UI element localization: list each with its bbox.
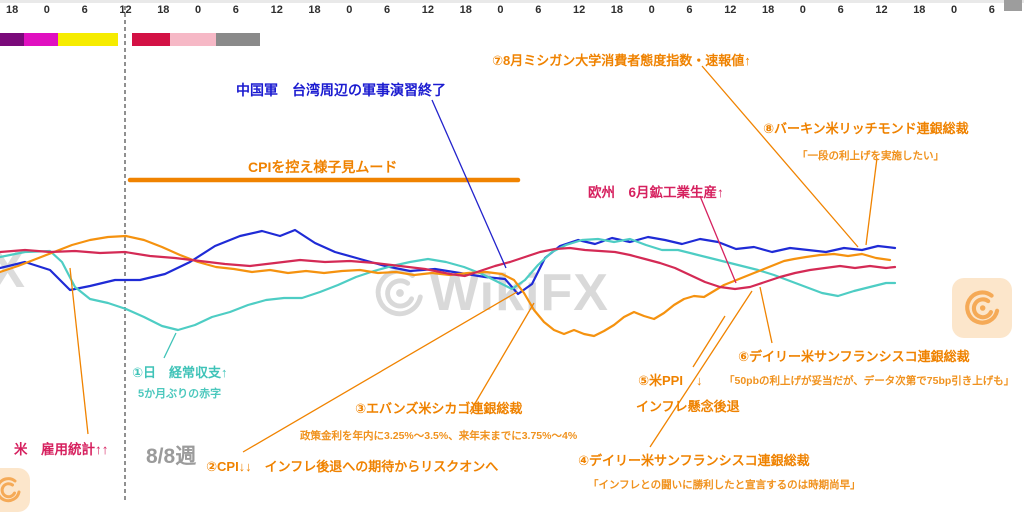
time-tick: 12	[119, 4, 132, 16]
time-tick: 12	[270, 4, 283, 16]
lion-logo-icon	[960, 286, 1004, 330]
time-tick: 0	[195, 4, 202, 16]
legend-block	[58, 33, 118, 46]
annotation-barkin-quote: 「一段の利上げを実施したい」	[797, 150, 944, 162]
time-tick: 0	[951, 4, 958, 16]
time-tick: 18	[308, 4, 321, 16]
legend-block	[170, 33, 216, 46]
series-crimson	[0, 246, 897, 291]
leader-line	[865, 157, 878, 246]
legend-block	[132, 33, 170, 46]
annotation-japan-balance-sub: 5か月ぶりの赤字	[138, 388, 222, 400]
time-tick: 6	[535, 4, 542, 16]
annotation-daly-1-quote: 「インフレとの闘いに勝利したと宣言するのは時期尚早」	[588, 479, 861, 491]
time-tick: 6	[988, 4, 995, 16]
time-tick: 6	[384, 4, 391, 16]
leader-line	[469, 302, 535, 413]
session-legend	[0, 33, 260, 46]
leader-line	[692, 315, 726, 368]
time-tick: 6	[837, 4, 844, 16]
time-tick: 0	[497, 4, 504, 16]
top-strip	[0, 0, 1024, 3]
leader-line	[759, 286, 773, 344]
time-tick: 12	[875, 4, 888, 16]
time-tick: 6	[81, 4, 88, 16]
leader-line	[649, 290, 753, 448]
annotation-cpi-drop: ②CPI↓↓ インフレ後退への期待からリスクオンへ	[206, 459, 499, 474]
legend-block	[24, 33, 58, 46]
time-tick: 12	[573, 4, 586, 16]
annotation-daly-2-quote: 「50pbの利上げが妥当だが、データ次第で75bp引き上げも」	[724, 375, 1015, 387]
time-tick: 6	[232, 4, 239, 16]
annotation-evans: ③エバンズ米シカゴ連銀総裁	[355, 401, 523, 416]
legend-block	[216, 33, 260, 46]
time-tick: 18	[459, 4, 472, 16]
corner-box	[1004, 0, 1022, 11]
annotation-cpi-mood: CPIを控え様子見ムード	[248, 159, 398, 175]
annotation-evans-sub: 政策金利を年内に3.25%～3.5%、来年末までに3.75%～4%	[300, 430, 578, 442]
time-tick: 18	[6, 4, 19, 16]
lion-logo-icon	[0, 474, 24, 506]
time-tick: 12	[421, 4, 435, 16]
time-tick: 12	[724, 4, 737, 16]
leader-line	[699, 195, 737, 284]
time-tick: 18	[157, 4, 170, 16]
leader-line	[163, 332, 177, 359]
series-orange	[0, 234, 892, 338]
legend-block	[0, 33, 24, 46]
time-tick: 0	[43, 4, 50, 16]
annotation-us-ppi: ⑤米PPI ↓	[638, 373, 703, 388]
time-tick: 0	[648, 4, 655, 16]
chart-series-group	[0, 228, 897, 338]
time-tick: 6	[686, 4, 693, 16]
time-axis: 18 0 6 12 18 0 6 12 18 0 6 12 18 0 6 12 18 0 6 12 18 0 6 12 18 0 6	[0, 4, 1024, 20]
annotation-us-ppi-sub: インフレ懸念後退	[636, 399, 740, 414]
leader-line	[701, 65, 859, 248]
time-tick: 18	[610, 4, 624, 16]
time-tick: 18	[762, 4, 775, 16]
annotation-michigan-index: ⑦8月ミシガン大学消費者態度指数・速報値↑	[492, 53, 751, 68]
leader-line	[242, 291, 518, 453]
annotation-china-military: 中国軍 台湾周辺の軍事演習終了	[236, 82, 446, 98]
annotation-barkin: ⑧バーキン米リッチモンド連銀総裁	[763, 121, 969, 136]
annotation-daly-1: ④デイリー米サンフランシスコ連銀総裁	[578, 453, 810, 468]
time-tick: 0	[799, 4, 806, 16]
week-label: 8/8週	[146, 445, 197, 468]
annotation-europe-production: 欧州 6月鉱工業生産↑	[588, 185, 724, 200]
leader-line	[431, 99, 507, 269]
watermark-badge-right	[952, 278, 1012, 338]
time-tick: 18	[913, 4, 926, 16]
series-blue	[0, 228, 897, 296]
annotation-japan-balance: ①日 経常収支↑	[132, 365, 228, 380]
leader-line	[69, 267, 89, 435]
legend-block	[118, 33, 132, 46]
annotation-us-employment: 米 雇用統計↑↑	[14, 442, 109, 457]
time-tick: 0	[346, 4, 353, 16]
annotation-daly-2: ⑥デイリー米サンフランシスコ連銀総裁	[738, 349, 970, 364]
series-cyan	[0, 237, 897, 332]
